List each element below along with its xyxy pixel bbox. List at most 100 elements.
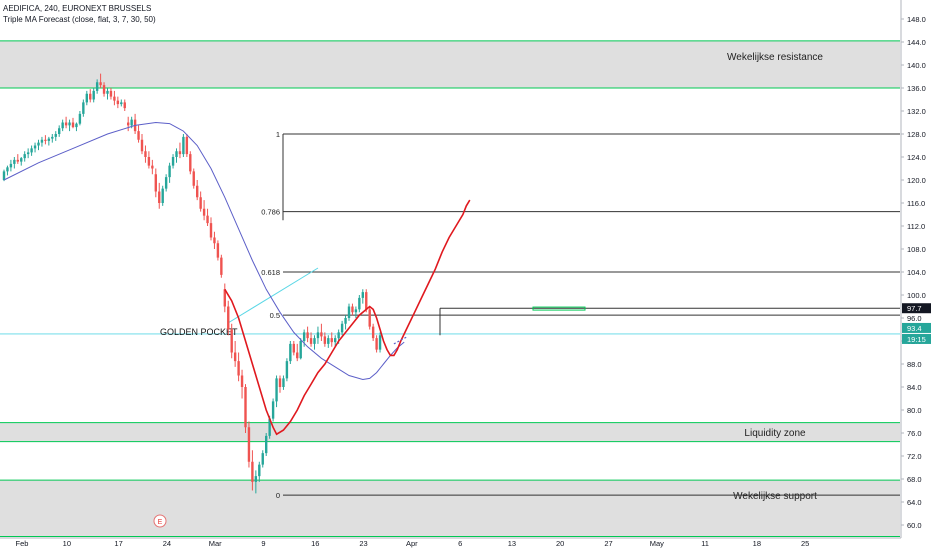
candle-body [340, 323, 344, 333]
candle-body [344, 318, 347, 324]
candle-body [6, 167, 9, 172]
candle-body [199, 197, 202, 209]
candle-body [265, 435, 268, 454]
candle-body [320, 332, 323, 337]
candle-body [64, 122, 68, 126]
candle-body [289, 343, 292, 362]
zone-box [0, 480, 900, 537]
candle-body [375, 338, 378, 350]
candles-layer [2, 73, 382, 494]
candle-body [109, 90, 113, 97]
zone-label: Wekelijkse resistance [727, 52, 823, 63]
zone-label: Liquidity zone [744, 428, 806, 439]
fib-layer: 1 0.786 0.618 0.5 0 [261, 130, 900, 500]
x-tick-label: Mar [209, 539, 222, 548]
candle-body [278, 378, 282, 387]
y-tick-label: 96.0 [907, 314, 922, 323]
y-tick-label: 60.0 [907, 521, 922, 530]
candle-body [137, 131, 140, 140]
candle-body [347, 306, 351, 318]
candle-body [106, 90, 109, 94]
candle-body [9, 163, 13, 168]
candle-body [316, 332, 320, 339]
time-axis-bg [0, 538, 932, 550]
event-marker-label: E [158, 519, 163, 526]
candle-body [47, 138, 51, 141]
zone-box [0, 422, 900, 442]
x-tick-label: 23 [359, 539, 367, 548]
candle-body [233, 352, 237, 362]
y-tick-label: 140.0 [907, 61, 926, 70]
candle-body [71, 122, 75, 128]
candle-body [209, 223, 213, 238]
zone-box [0, 40, 900, 88]
forecast-ma-line [224, 199, 471, 436]
candle-body [216, 243, 220, 258]
y-tick-label: 64.0 [907, 498, 922, 507]
y-tick-label: 76.0 [907, 429, 922, 438]
candle-body [95, 82, 99, 91]
x-tick-label: Feb [16, 539, 29, 548]
candle-body [2, 171, 6, 180]
y-tick-label: 72.0 [907, 452, 922, 461]
candle-body [244, 387, 247, 428]
fib-label: 1 [276, 130, 280, 139]
candle-body [299, 341, 302, 359]
range-highlight [532, 306, 586, 311]
candle-body [158, 191, 161, 203]
candle-body [202, 208, 206, 216]
candle-body [151, 165, 154, 169]
fib-label: 0.786 [261, 208, 280, 217]
y-tick-label: 68.0 [907, 475, 922, 484]
x-tick-label: 13 [508, 539, 516, 548]
candle-body [75, 123, 78, 128]
price-tag-label: 19:15 [907, 335, 926, 344]
annotation-layer: GOLDEN POCKET E [0, 267, 900, 528]
candle-body [130, 119, 133, 126]
chart-title: AEDIFICA, 240, EURONEXT BRUSSELS [3, 4, 152, 13]
zones-layer: Wekelijkse resistance Liquidity zone Wekel… [0, 40, 900, 537]
candle-body [323, 336, 327, 344]
candle-body [196, 185, 199, 198]
y-tick-label: 80.0 [907, 406, 922, 415]
candle-body [54, 134, 57, 137]
candle-body [51, 136, 54, 139]
candle-body [89, 93, 92, 100]
indicator-legend[interactable]: Triple MA Forecast (close, flat, 3, 7, 3… [3, 15, 156, 24]
candle-body [164, 177, 168, 189]
y-tick-label: 128.0 [907, 130, 926, 139]
candle-body [330, 338, 333, 343]
candle-body [268, 418, 271, 436]
candle-body [365, 292, 368, 310]
y-tick-label: 104.0 [907, 268, 926, 277]
y-tick-label: 108.0 [907, 245, 926, 254]
y-tick-label: 124.0 [907, 153, 926, 162]
candle-body [20, 158, 23, 162]
candle-body [368, 309, 371, 327]
candle-body [247, 427, 251, 462]
candle-body [68, 122, 71, 126]
candle-body [351, 306, 354, 313]
golden-pocket-pointer [227, 267, 319, 324]
candle-body [358, 297, 361, 310]
candle-body [189, 154, 192, 172]
candle-body [227, 306, 230, 330]
candle-body [161, 188, 164, 203]
candle-body [237, 361, 240, 376]
x-tick-label: 17 [114, 539, 122, 548]
candle-body [302, 332, 306, 341]
x-tick-label: 10 [63, 539, 71, 548]
candle-body [261, 453, 264, 465]
candle-body [44, 139, 47, 141]
price-tag [902, 322, 931, 333]
x-tick-label: 27 [604, 539, 612, 548]
event-marker [153, 514, 167, 528]
y-tick-label: 112.0 [907, 222, 925, 231]
candle-body [13, 159, 16, 164]
y-tick-label: 148.0 [907, 15, 926, 24]
candle-body [30, 148, 33, 153]
price-tag-label: 93.4 [907, 324, 922, 333]
price-tag [902, 333, 931, 344]
